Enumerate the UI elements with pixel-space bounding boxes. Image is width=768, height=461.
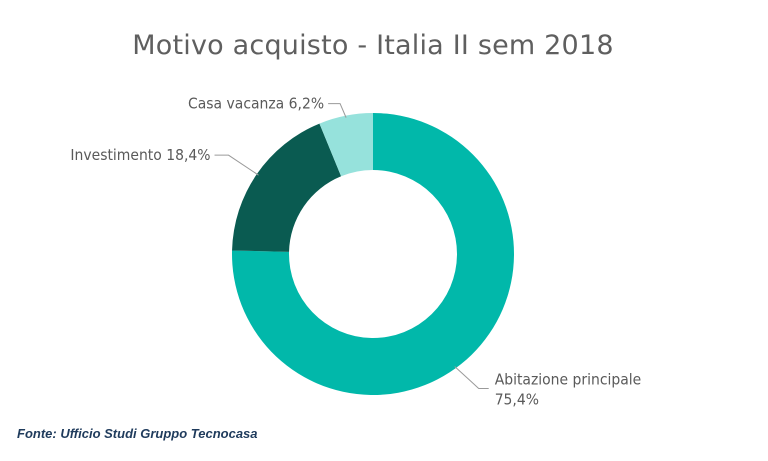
leader-line-casa-vacanza — [328, 103, 347, 118]
leader-line-abitazione-principale — [454, 366, 489, 389]
slice-labels: Abitazione principale 75,4% Investimento 1… — [70, 95, 641, 409]
label-investimento: Investimento 18,4% — [70, 146, 210, 164]
slice-investimento — [232, 123, 342, 252]
label-casa-vacanza: Casa vacanza 6,2% — [188, 95, 324, 113]
donut-slices — [232, 113, 515, 395]
label-abitazione-principale: Abitazione principale 75,4% — [495, 370, 642, 408]
leader-lines — [214, 103, 489, 389]
slice-casa-vacanza — [319, 113, 373, 177]
leader-line-investimento — [214, 154, 259, 176]
source-note: Fonte: Ufficio Studi Gruppo Tecnocasa — [17, 426, 258, 441]
chart-title: Motivo acquisto - Italia II sem 2018 — [132, 30, 614, 61]
slice-abitazione-principale — [232, 113, 515, 395]
